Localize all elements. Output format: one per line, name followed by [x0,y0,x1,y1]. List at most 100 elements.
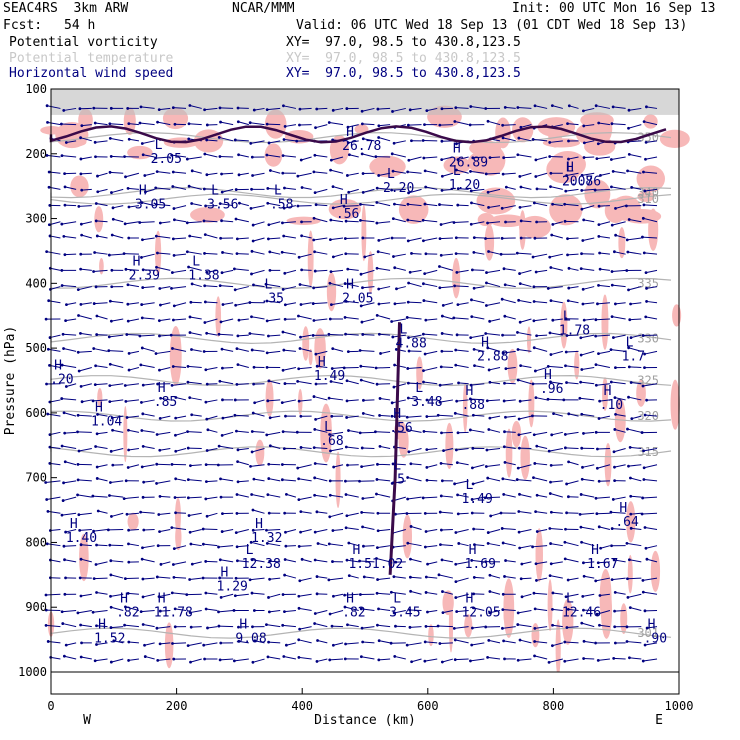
wind-arrow [568,608,579,611]
wind-arrow [439,237,453,240]
wind-arrow [333,464,344,468]
wind-arrowhead [347,190,351,194]
wind-arrowhead [249,464,252,468]
wind-arrow [268,140,281,144]
wind-arrowhead [127,352,131,355]
theta-contour [50,410,672,422]
wind-arrow [285,529,297,533]
wind-arrowhead [92,270,95,273]
wind-arrow [533,477,548,482]
wind-arrow [455,658,469,661]
wind-arrowhead [140,142,144,145]
wind-arrow [536,445,548,450]
wind-arrowhead [62,235,66,238]
wind-arrow [548,365,563,369]
wind-arrowhead [501,626,504,630]
wind-arrowhead [407,450,411,454]
wind-arrowhead [44,481,48,484]
wind-arrowhead [360,511,364,514]
wind-arrow [361,464,375,468]
wind-arrowhead [546,365,550,368]
wind-arrowhead [62,654,66,658]
wind-arrowhead [453,638,457,642]
wind-arrowhead [170,383,174,387]
wind-arrowhead [280,463,284,466]
wind-arrow [78,315,92,320]
wind-arrow [503,172,516,175]
wind-arrow [628,124,642,129]
wind-arrowhead [470,315,474,319]
wind-arrow [423,333,438,336]
wind-arrow [472,496,485,500]
wind-arrowhead [376,578,379,581]
wind-arrowhead [425,415,429,418]
wind-arrowhead [628,445,632,449]
wind-arrow [426,576,438,579]
wind-arrowhead [642,120,646,124]
wind-arrow [645,545,658,549]
wind-arrow [285,302,297,306]
wind-arrowhead [123,155,126,159]
wind-arrowhead [141,495,145,499]
wind-arrowhead [564,527,567,531]
wind-arrow [297,172,312,177]
pv-blob [670,379,680,430]
wind-arrowhead [470,511,474,515]
wind-arrowhead [609,380,613,384]
wind-arrowhead [362,575,366,579]
wind-arrowhead [441,590,444,593]
wind-arrow [502,205,516,209]
wind-arrow [378,658,391,661]
wind-arrowhead [407,158,411,162]
pv-blob [326,272,337,312]
wind-arrowhead [311,333,315,337]
wind-arrowhead [251,625,254,629]
wind-arrowhead [80,233,84,237]
wind-arrowhead [174,396,178,399]
wind-arrowhead [76,288,80,292]
wind-arrow [596,383,610,386]
wind-arrow [347,624,359,628]
wind-arrow [564,641,579,644]
wind-arrow [630,607,642,611]
wind-arrowhead [563,219,567,223]
wind-arrowhead [251,411,255,415]
wind-arrow [582,593,595,597]
wind-arrowhead [92,106,96,110]
wind-arrow [192,170,202,174]
wind-arrowhead [501,541,505,545]
wind-arrow [142,237,155,241]
wind-arrowhead [236,334,240,338]
wind-arrowhead [158,530,161,534]
wind-arrow [599,593,610,596]
wind-arrowhead [422,299,426,302]
wind-arrowhead [641,590,645,594]
wind-arrowhead [143,643,146,647]
wind-arrow [627,251,642,255]
wind-arrow [328,333,344,336]
wind-arrowhead [407,191,410,195]
wind-arrowhead [456,493,459,497]
wind-arrowhead [551,591,555,595]
wind-arrow [266,528,281,531]
wind-arrow [333,593,344,597]
y-axis-label: Pressure (hPa) [3,326,18,436]
wind-arrowhead [236,106,240,110]
wind-arrowhead [566,237,569,241]
extremum-value: 3.56 [207,197,238,212]
wind-arrowhead [359,378,363,382]
pv-blob [535,528,543,582]
wind-arrow [332,186,344,190]
wind-arrow [62,609,77,613]
wind-arrowhead [344,219,348,223]
wind-arrow [581,367,595,370]
wind-arrowhead [172,547,176,551]
wind-arrow [172,347,187,352]
extremum-value: .82 [342,605,365,620]
wind-arrowhead [250,249,254,253]
wind-arrowhead [610,185,613,189]
wind-arrowhead [330,367,334,370]
wind-arrowhead [331,347,335,351]
wind-arrow [533,318,548,322]
wind-arrowhead [237,153,240,157]
